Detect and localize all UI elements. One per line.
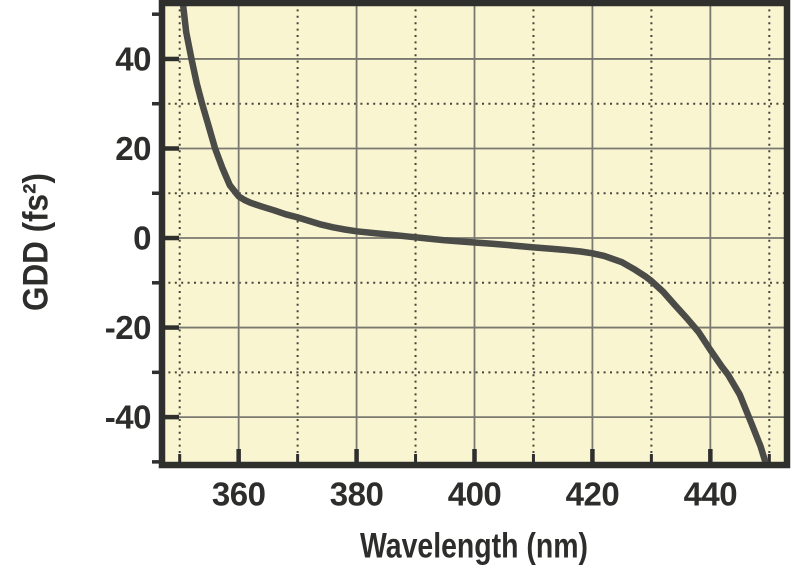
- y-tick-label-40: 40: [115, 40, 151, 77]
- y-axis-title: GDD (fs²): [17, 173, 56, 311]
- y-tick-label-20: 20: [115, 130, 151, 167]
- x-axis-title: Wavelength (nm): [360, 527, 588, 566]
- curve-gdd: [179, 6, 769, 462]
- y-tick-label-0: 0: [133, 220, 151, 257]
- y-tick-label--20: -20: [105, 309, 151, 346]
- plot-area: 360 380 400 420 440 40 20 0 -20 -40: [105, 0, 791, 513]
- y-tick-label--40: -40: [105, 399, 151, 436]
- plot-frame: [158, 0, 791, 469]
- x-tick-label-440: 440: [684, 476, 738, 513]
- x-tick-label-380: 380: [330, 476, 384, 513]
- x-tick-label-360: 360: [212, 476, 266, 513]
- x-tick-label-420: 420: [566, 476, 620, 513]
- x-tick-label-400: 400: [448, 476, 502, 513]
